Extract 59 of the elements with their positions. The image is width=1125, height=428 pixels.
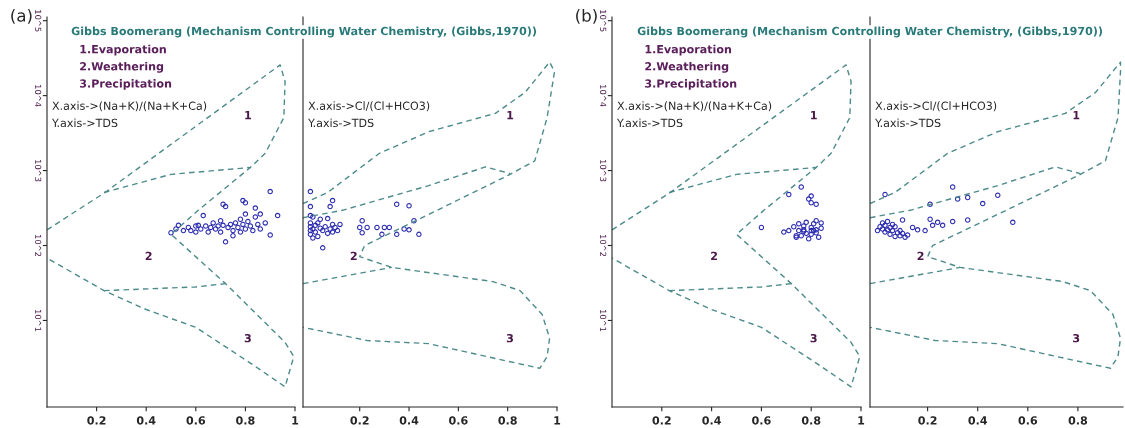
annotation: Y.axis->TDS [51, 118, 118, 128]
annotation: 1.Evaporation [645, 44, 732, 56]
x-tick-label: 0.6 [449, 416, 468, 425]
annotation: Y.axis->TDS [875, 118, 941, 128]
y-tick-label: 10^1 [34, 309, 42, 332]
x-tick-label: 0.2 [87, 416, 106, 425]
annotation: 3.Precipitation [645, 79, 737, 90]
x-tick-label: 0.4 [968, 416, 988, 425]
annotation: 2 [917, 251, 924, 260]
x-tick-label: 0.2 [652, 416, 671, 425]
x-tick-label: 1 [858, 416, 865, 425]
y-tick-label: 10^5 [599, 10, 607, 32]
x-tick-label: 0.6 [186, 416, 206, 425]
annotation: 3.Precipitation [79, 79, 172, 90]
y-tick-label: 10^1 [599, 309, 607, 332]
y-tick-label: 10^3 [599, 160, 607, 182]
x-tick-label: 1 [292, 416, 299, 425]
annotation: 1 [507, 111, 514, 120]
annotation: 3 [506, 333, 513, 343]
x-tick-label: 0.8 [236, 416, 255, 425]
text: (b) [576, 8, 597, 24]
annotation: 1 [811, 111, 817, 120]
annotation: 1 [245, 111, 251, 120]
x-tick-label: 0.4 [399, 416, 419, 425]
annotation: Y.axis->TDS [308, 118, 374, 128]
y-tick-label: 10^3 [34, 160, 42, 182]
annotation: 1.Evaporation [80, 44, 166, 56]
annotation: 1 [1073, 111, 1080, 120]
x-tick-label: 0.2 [350, 416, 369, 425]
text: Gibbs Boomerang (Mechanism Controlling Water Chemistry, (Gibbs,1970)) [637, 26, 1103, 38]
x-tick-label: 0.6 [752, 416, 771, 425]
x-tick-label: 0.8 [498, 416, 517, 425]
y-tick-label: 10^5 [34, 10, 42, 32]
x-tick-label: 0.8 [1068, 416, 1088, 425]
annotation: 3 [810, 333, 817, 343]
x-tick-label: 0.4 [702, 416, 721, 425]
annotation: 3 [244, 333, 251, 343]
text: Gibbs Boomerang (Mechanism Controlling Water Chemistry, (Gibbs,1970)) [71, 26, 537, 38]
annotation: X.axis->(Na+K)/(Na+K+Ca) [52, 101, 207, 112]
text: (a) [11, 8, 32, 24]
y-tick-label: 10^4 [34, 85, 42, 107]
annotation: Y.axis->TDS [616, 118, 683, 128]
y-tick-label: 10^2 [599, 234, 607, 257]
annotation: 2.Weathering [645, 61, 729, 73]
x-tick-label: 0.4 [136, 416, 156, 425]
annotation: X.axis->Cl/(Cl+HCO3) [308, 101, 430, 112]
y-tick-label: 10^2 [34, 234, 42, 257]
annotation: 2 [145, 251, 152, 260]
x-tick-label: 0.6 [1018, 416, 1038, 425]
x-tick-label: 0.2 [918, 416, 937, 425]
annotation: 3 [1073, 333, 1080, 343]
annotation: 2.Weathering [80, 61, 164, 73]
annotation: 2 [711, 251, 717, 260]
annotation: X.axis->(Na+K)/(Na+K+Ca) [617, 101, 772, 112]
annotation: 2 [350, 251, 357, 260]
y-tick-label: 10^4 [599, 85, 607, 107]
annotation: X.axis->Cl/(Cl+HCO3) [875, 101, 997, 112]
x-tick-label: 1 [554, 416, 561, 425]
x-tick-label: 0.8 [801, 416, 821, 425]
